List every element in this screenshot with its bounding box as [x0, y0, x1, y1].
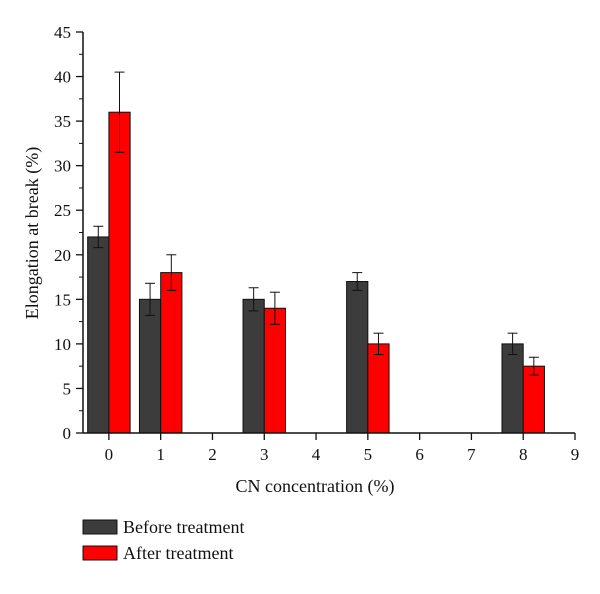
- x-tick-label: 1: [156, 445, 165, 464]
- bar-before-treatment: [346, 281, 369, 434]
- x-tick-label: 6: [415, 445, 424, 464]
- y-tick-label: 30: [54, 157, 71, 176]
- bar-before-treatment: [87, 236, 110, 434]
- y-tick-label: 10: [54, 335, 71, 354]
- bar-before-treatment: [501, 343, 524, 434]
- x-tick-label: 4: [312, 445, 321, 464]
- y-tick-label: 40: [54, 68, 71, 87]
- legend-label-before: Before treatment: [123, 517, 244, 537]
- bar-after-treatment: [108, 111, 131, 434]
- y-ticks: 0 5 10 15 20 25 30 35 40 45: [54, 23, 83, 443]
- legend-swatch-after: [82, 545, 118, 561]
- y-tick-label: 45: [54, 23, 71, 42]
- plot-area: [87, 71, 545, 434]
- legend-label-after: After treatment: [123, 543, 233, 563]
- bar-after-treatment: [160, 272, 183, 434]
- bar-after-treatment: [263, 307, 286, 434]
- bar-before-treatment: [138, 298, 162, 434]
- x-tick-label: 7: [467, 445, 476, 464]
- legend-item-before: Before treatment: [82, 517, 244, 537]
- bar-after-treatment: [522, 365, 545, 434]
- legend-swatch-before: [82, 519, 118, 535]
- legend: Before treatment After treatment: [82, 517, 244, 563]
- y-tick-label: 5: [63, 379, 72, 398]
- y-tick-label: 0: [63, 424, 72, 443]
- y-tick-label: 20: [54, 246, 71, 265]
- x-tick-label: 8: [519, 445, 528, 464]
- x-tick-label: 9: [571, 445, 580, 464]
- x-tick-label: 2: [208, 445, 217, 464]
- y-tick-label: 35: [54, 112, 71, 131]
- bar-after-treatment: [367, 343, 390, 434]
- y-tick-label: 25: [54, 201, 71, 220]
- x-tick-label: 5: [364, 445, 373, 464]
- bar-before-treatment: [242, 298, 265, 434]
- y-axis-title: Elongation at break (%): [22, 147, 43, 319]
- x-ticks: 0 1 2 3 4 5 6 7 8 9: [105, 433, 580, 464]
- x-tick-label: 3: [260, 445, 269, 464]
- x-axis-title: CN concentration (%): [236, 476, 395, 497]
- y-tick-label: 15: [54, 290, 71, 309]
- legend-item-after: After treatment: [82, 543, 233, 563]
- x-tick-label: 0: [105, 445, 114, 464]
